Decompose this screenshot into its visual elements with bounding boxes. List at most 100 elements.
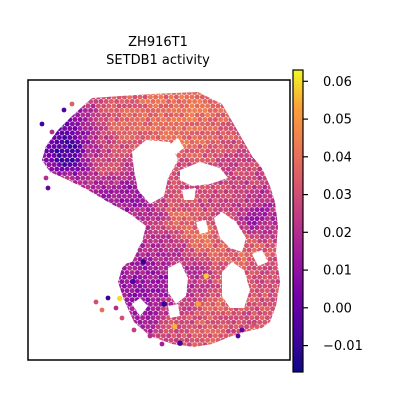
spot: [249, 243, 255, 249]
spot: [106, 112, 112, 118]
spot: [147, 283, 153, 289]
spot: [80, 256, 86, 262]
spot: [264, 324, 270, 330]
spot: [54, 211, 60, 217]
spot: [106, 220, 112, 226]
spot: [220, 166, 226, 172]
spot: [249, 288, 255, 294]
spot: [231, 310, 237, 316]
spot: [244, 189, 250, 195]
spot: [207, 288, 213, 294]
spot: [246, 121, 252, 127]
spot: [56, 99, 62, 104]
spot: [220, 202, 226, 208]
spot: [82, 261, 88, 267]
spot: [205, 202, 211, 208]
spot: [142, 130, 148, 136]
spot: [95, 337, 101, 343]
spot: [233, 126, 239, 131]
spot: [124, 117, 130, 122]
spot: [238, 126, 244, 131]
spot: [72, 297, 78, 303]
spot: [251, 337, 257, 343]
spot: [121, 229, 127, 235]
spot: [202, 117, 208, 122]
spot: [49, 193, 55, 199]
spot: [106, 238, 112, 244]
spot: [166, 324, 172, 330]
spot: [98, 92, 104, 95]
spot: [111, 112, 117, 118]
spot: [77, 261, 83, 267]
spot: [54, 292, 60, 298]
spot: [171, 252, 177, 258]
spot: [275, 243, 280, 249]
spot: [192, 117, 198, 122]
spot: [108, 315, 114, 321]
spot: [251, 292, 257, 298]
spot: [88, 333, 94, 339]
spot: [168, 94, 174, 100]
spot: [64, 283, 70, 289]
spot: [150, 306, 156, 312]
spot: [95, 274, 101, 280]
spot: [272, 319, 278, 325]
spot: [134, 261, 140, 267]
spot: [147, 112, 153, 118]
spot: [181, 117, 187, 122]
spot: [108, 180, 114, 186]
spot: [160, 333, 166, 339]
spot: [127, 86, 132, 91]
spot: [264, 234, 270, 240]
spot: [225, 202, 231, 208]
spot: [46, 306, 52, 312]
spot: [98, 153, 104, 158]
spot: [186, 324, 192, 330]
spot: [205, 256, 211, 262]
spot: [246, 193, 252, 199]
spot: [103, 315, 109, 321]
spot: [82, 153, 88, 158]
spot: [199, 292, 205, 298]
stray-spot: [61, 107, 67, 113]
spot: [36, 180, 41, 185]
spot: [108, 324, 114, 330]
spot: [254, 315, 260, 321]
spot: [116, 328, 122, 334]
spot: [98, 171, 104, 177]
spot: [103, 306, 109, 312]
spot: [194, 292, 200, 298]
spot: [194, 274, 200, 280]
spot: [150, 243, 156, 249]
spot: [270, 180, 276, 186]
spot: [145, 117, 151, 122]
spot: [72, 92, 78, 95]
spot: [153, 265, 159, 271]
spot: [106, 103, 112, 109]
spot: [51, 324, 57, 330]
spot: [95, 283, 101, 289]
spot: [251, 148, 257, 154]
spot: [192, 216, 198, 222]
spot: [233, 207, 239, 213]
spot: [111, 256, 117, 262]
spot: [103, 126, 109, 131]
spot: [54, 247, 60, 253]
spot: [158, 103, 164, 109]
spot: [46, 108, 52, 113]
spot: [223, 306, 229, 312]
spot: [267, 229, 273, 235]
spot: [134, 225, 140, 231]
spot: [212, 279, 218, 285]
spot: [218, 315, 224, 321]
spot: [192, 306, 198, 312]
spot: [75, 265, 81, 271]
spot: [210, 112, 216, 118]
spot: [85, 229, 91, 235]
spot: [142, 202, 148, 208]
spot: [54, 112, 60, 118]
spot: [158, 121, 164, 127]
spot: [166, 198, 172, 204]
spot: [43, 265, 49, 271]
spot: [43, 337, 49, 343]
